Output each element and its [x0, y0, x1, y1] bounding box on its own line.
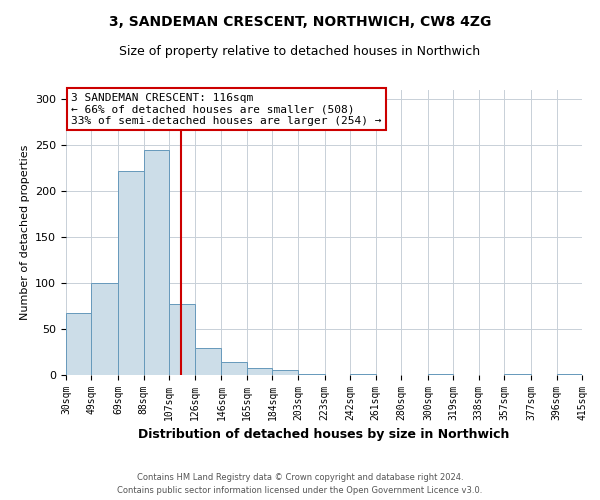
- Text: 3 SANDEMAN CRESCENT: 116sqm
← 66% of detached houses are smaller (508)
33% of se: 3 SANDEMAN CRESCENT: 116sqm ← 66% of det…: [71, 93, 382, 126]
- Text: 3, SANDEMAN CRESCENT, NORTHWICH, CW8 4ZG: 3, SANDEMAN CRESCENT, NORTHWICH, CW8 4ZG: [109, 15, 491, 29]
- Bar: [557, 374, 582, 375]
- Bar: [118, 171, 144, 375]
- Y-axis label: Number of detached properties: Number of detached properties: [20, 145, 29, 320]
- Bar: [272, 370, 298, 375]
- Bar: [350, 374, 376, 375]
- X-axis label: Distribution of detached houses by size in Northwich: Distribution of detached houses by size …: [139, 428, 509, 442]
- Bar: [247, 368, 272, 375]
- Bar: [194, 348, 221, 375]
- Text: Contains HM Land Registry data © Crown copyright and database right 2024.
Contai: Contains HM Land Registry data © Crown c…: [118, 473, 482, 495]
- Bar: [169, 304, 194, 375]
- Bar: [298, 374, 325, 375]
- Bar: [91, 283, 118, 375]
- Text: Size of property relative to detached houses in Northwich: Size of property relative to detached ho…: [119, 45, 481, 58]
- Bar: [504, 374, 531, 375]
- Bar: [144, 150, 169, 375]
- Bar: [221, 362, 247, 375]
- Bar: [428, 374, 454, 375]
- Bar: [66, 314, 91, 375]
